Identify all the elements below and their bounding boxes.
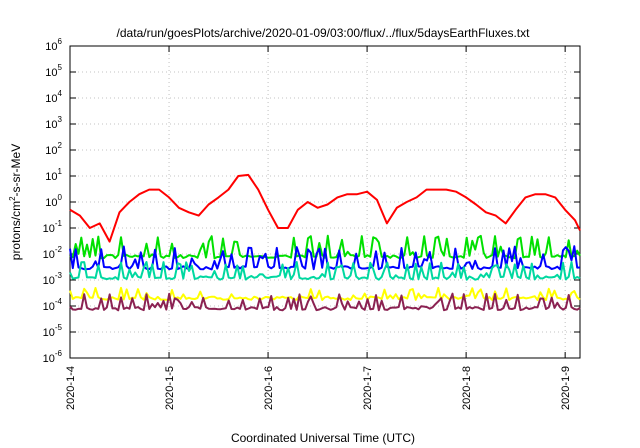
y-tick-label: 104 — [45, 89, 62, 105]
x-axis-label: Coordinated Universal Time (UTC) — [231, 431, 415, 445]
x-axis: 2020-1-4 2020-1-5 2020-1-6 2020-1-7 2020-1-8… — [65, 46, 572, 410]
y-tick-label: 10-2 — [43, 245, 63, 261]
chart-title: /data/run/goesPlots/archive/2020-01-09/0… — [117, 26, 531, 40]
y-tick-label: 10-5 — [43, 323, 63, 339]
series-line — [69, 173, 581, 243]
y-axis-label: protons/cm2-s-sr-MeV — [8, 144, 23, 260]
y-tick-label: 100 — [45, 193, 62, 209]
y-tick-label: 103 — [45, 115, 62, 131]
y-tick-label: 10-3 — [43, 271, 63, 287]
series-line — [69, 261, 581, 281]
series-line — [69, 234, 581, 260]
y-tick-label: 101 — [45, 167, 62, 183]
x-tick-label: 2020-1-9 — [560, 366, 572, 410]
y-tick-label: 102 — [45, 141, 62, 157]
series-line — [69, 245, 581, 271]
x-tick-label: 2020-1-4 — [65, 366, 77, 410]
y-axis: 10-6 10-5 10-4 10-3 10-2 10-1 100 101 102 103 104 1… — [43, 37, 580, 365]
y-label-rest: -s-sr-MeV — [9, 144, 23, 197]
x-tick-label: 2020-1-8 — [461, 366, 473, 410]
y-tick-label: 10-6 — [43, 349, 63, 365]
grid — [70, 46, 580, 358]
y-tick-label: 10-1 — [43, 219, 63, 235]
series-line — [69, 286, 581, 301]
y-tick-label: 10-4 — [43, 297, 63, 313]
x-tick-label: 2020-1-6 — [263, 366, 275, 410]
y-label-base: protons/cm — [9, 201, 23, 260]
y-tick-label: 106 — [45, 37, 62, 53]
series-line — [69, 292, 581, 312]
y-tick-label: 105 — [45, 63, 62, 79]
x-tick-label: 2020-1-5 — [164, 366, 176, 410]
series-layer — [69, 173, 581, 312]
y-label-exp: 2 — [8, 196, 17, 201]
x-tick-label: 2020-1-7 — [362, 366, 374, 410]
